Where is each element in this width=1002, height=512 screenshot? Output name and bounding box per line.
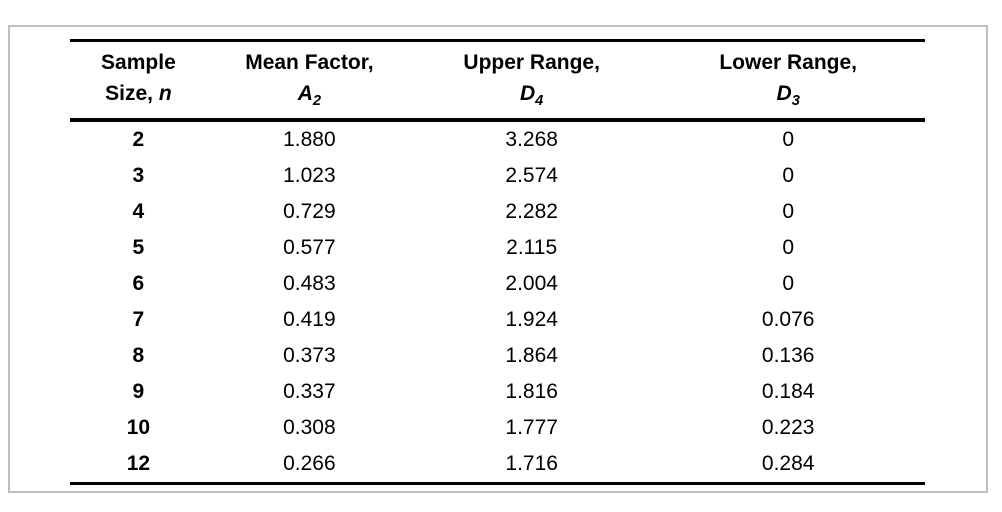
- cell-d3: 0: [782, 128, 795, 151]
- cell-d3: 0.284: [761, 452, 815, 475]
- header-line2: D4: [412, 78, 651, 112]
- cell-d3: 0: [782, 200, 795, 223]
- header-line2: A2: [207, 78, 412, 112]
- cell-d3: 0: [782, 236, 795, 259]
- table-row: 3 1.023 2.574 0: [70, 158, 925, 194]
- cell-sample-size: 8: [132, 344, 145, 367]
- table-panel: Sample Size, n Mean Factor, A2 Upper Ran…: [8, 25, 988, 493]
- table-body: 2 1.880 3.268 0 3 1.023 2.574 0 4 0.729 2.282 0 5 0.5…: [70, 120, 925, 484]
- header-line1: Sample: [101, 51, 176, 74]
- header-subscript: 3: [791, 93, 800, 110]
- table-row: 7 0.419 1.924 0.076: [70, 302, 925, 338]
- cell-a2: 0.483: [283, 272, 336, 295]
- header-line1: Lower Range,: [719, 51, 858, 74]
- cell-a2: 0.337: [283, 380, 336, 403]
- cell-a2: 1.880: [283, 128, 336, 151]
- cell-d3: 0: [782, 272, 795, 295]
- cell-d3: 0: [782, 164, 795, 187]
- cell-sample-size: 5: [132, 236, 145, 259]
- table-row: 4 0.729 2.282 0: [70, 194, 925, 230]
- col-header-mean-factor: Mean Factor, A2: [206, 40, 412, 122]
- cell-d3: 0.136: [761, 344, 815, 367]
- header-line2-prefix: Size,: [105, 82, 159, 105]
- cell-a2: 1.023: [283, 164, 336, 187]
- col-header-lower-range: Lower Range, D3: [651, 40, 925, 122]
- header-row: Sample Size, n Mean Factor, A2 Upper Ran…: [70, 40, 925, 122]
- header-symbol: D: [520, 82, 536, 105]
- cell-d4: 2.282: [505, 200, 558, 223]
- table-row: 8 0.373 1.864 0.136: [70, 338, 925, 374]
- control-chart-factors-table: Sample Size, n Mean Factor, A2 Upper Ran…: [70, 39, 925, 485]
- cell-d3: 0.076: [761, 308, 815, 331]
- cell-a2: 0.729: [283, 200, 336, 223]
- header-line2: D3: [651, 78, 925, 112]
- header-symbol: D: [776, 82, 792, 105]
- table-row: 9 0.337 1.816 0.184: [70, 374, 925, 410]
- cell-d3: 0.223: [761, 416, 815, 439]
- cell-d4: 1.864: [505, 344, 558, 367]
- cell-d4: 3.268: [505, 128, 558, 151]
- header-symbol: n: [158, 82, 172, 105]
- header-subscript: 4: [535, 93, 544, 110]
- table-row: 5 0.577 2.115 0: [70, 230, 925, 266]
- cell-a2: 0.308: [283, 416, 336, 439]
- header-line1: Upper Range,: [463, 51, 600, 74]
- table-row: 2 1.880 3.268 0: [70, 120, 925, 158]
- header-line2: Size, n: [70, 78, 207, 112]
- cell-sample-size: 12: [126, 452, 151, 475]
- cell-sample-size: 4: [132, 200, 145, 223]
- cell-sample-size: 9: [132, 380, 145, 403]
- cell-a2: 0.419: [283, 308, 336, 331]
- table-header: Sample Size, n Mean Factor, A2 Upper Ran…: [70, 40, 925, 122]
- cell-sample-size: 10: [126, 416, 151, 439]
- cell-sample-size: 2: [132, 128, 145, 151]
- table-row: 12 0.266 1.716 0.284: [70, 446, 925, 484]
- col-header-upper-range: Upper Range, D4: [411, 40, 652, 122]
- cell-sample-size: 6: [132, 272, 145, 295]
- cell-d4: 2.115: [506, 236, 558, 259]
- cell-a2: 0.373: [283, 344, 336, 367]
- cell-d4: 2.574: [505, 164, 558, 187]
- cell-d4: 1.716: [505, 452, 558, 475]
- cell-d3: 0.184: [761, 380, 815, 403]
- header-line1: Mean Factor,: [245, 51, 374, 74]
- cell-d4: 1.924: [505, 308, 558, 331]
- cell-a2: 0.266: [283, 452, 336, 475]
- cell-d4: 1.816: [505, 380, 558, 403]
- table-row: 10 0.308 1.777 0.223: [70, 410, 925, 446]
- header-symbol: A: [297, 82, 313, 105]
- cell-d4: 2.004: [505, 272, 558, 295]
- table-row: 6 0.483 2.004 0: [70, 266, 925, 302]
- cell-sample-size: 7: [132, 308, 145, 331]
- cell-d4: 1.777: [505, 416, 558, 439]
- col-header-sample-size: Sample Size, n: [70, 40, 207, 122]
- header-subscript: 2: [312, 93, 322, 110]
- cell-a2: 0.577: [283, 236, 336, 259]
- cell-sample-size: 3: [132, 164, 145, 187]
